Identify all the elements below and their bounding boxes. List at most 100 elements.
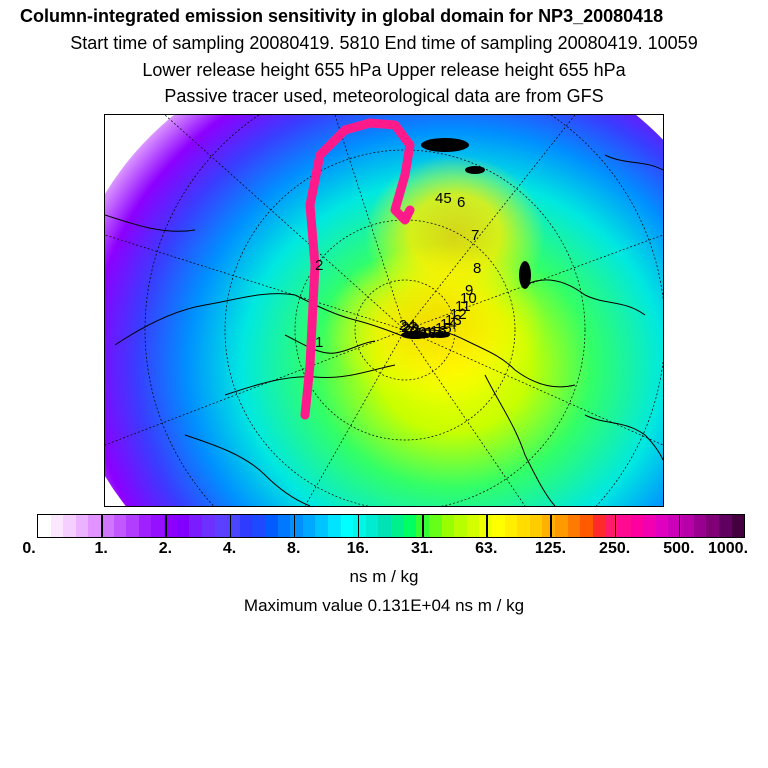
colorbar-segment (176, 515, 190, 537)
colorbar-tick-labels: 0. 1. 2. 4. 8. 16. 31. 63. 125. 250. 500. 1000. (0, 540, 768, 560)
colorbar-segment (706, 515, 719, 537)
colorbar-segment (214, 515, 228, 537)
colorbar-segment (88, 515, 102, 537)
trajectory-point-label: 24 (399, 317, 416, 334)
trajectory-point-label: 1 (315, 334, 323, 351)
trajectory-path (300, 118, 415, 420)
colorbar-segment (731, 515, 744, 537)
trajectory-point-label: 17 (425, 324, 442, 341)
colorbar-segment (151, 515, 165, 537)
colorbar-segment (227, 515, 240, 537)
colorbar-tick-label: 16. (346, 540, 370, 557)
graticule (105, 115, 663, 506)
trajectory-point-label: 15 (435, 320, 452, 337)
trajectory-point-label: 19 (415, 325, 432, 342)
colorbar-segment (668, 515, 682, 537)
colorbar-segment (264, 515, 278, 537)
colorbar-tick-label: 250. (599, 540, 631, 557)
trajectory-point-label: 11 (455, 298, 471, 315)
colorbar-segment (655, 515, 669, 537)
colorbar-segment (529, 515, 543, 537)
maximum-value-note: Maximum value 0.131E+04 ns m / kg (243, 596, 525, 615)
trajectory-point-label: 22 (403, 321, 420, 338)
colorbar-segment (403, 515, 417, 537)
trajectory-point-label: 13 (445, 312, 462, 329)
colorbar-tick-label: 63. (475, 540, 498, 557)
colorbar-tick-label: 0. (22, 540, 36, 557)
colorbar-segment (466, 515, 480, 537)
trajectory-point-label: 9 (465, 282, 473, 299)
colorbar-segment (681, 515, 694, 537)
colorbar-segment (428, 515, 442, 537)
colorbar (37, 514, 745, 538)
colorbar-segment (378, 515, 392, 537)
trajectory-point-label: 8 (473, 260, 481, 277)
colorbar-tick-label: 4. (222, 540, 237, 557)
colorbar-segment (567, 515, 581, 537)
trajectory-point-label: 20 (410, 324, 427, 341)
release-height-line: Lower release height 655 hPa Upper relea… (142, 60, 626, 80)
colorbar-segment (75, 515, 89, 537)
colorbar-tick-label: 1000. (707, 540, 749, 557)
colorbar-tick-label: 2. (158, 540, 173, 557)
trajectory-point-label: 10 (460, 290, 477, 307)
sensitivity-map: 1 2 45 6 7 8 9 10 11 12 13 14 15 16 17 18 19 20 21 22 23 24 (104, 114, 664, 507)
colorbar-segment (504, 515, 518, 537)
colorbar-segment (365, 515, 379, 537)
colorbar-segment (391, 515, 404, 537)
colorbar-segment (252, 515, 265, 537)
colorbar-segment (277, 515, 291, 537)
colorbar-segment (618, 515, 631, 537)
colorbar-segment (693, 515, 707, 537)
colorbar-segment (416, 515, 429, 537)
figure-title: Column-integrated emission sensitivity i… (20, 6, 664, 26)
colorbar-units: ns m / kg (349, 567, 419, 586)
colorbar-tick-label: 1. (94, 540, 108, 557)
colorbar-segment (290, 515, 303, 537)
trajectory-point-label: 14 (440, 316, 457, 333)
colorbar-segment (189, 515, 202, 537)
colorbar-segment (126, 515, 139, 537)
colorbar-segment (38, 515, 51, 537)
colorbar-segment (113, 515, 127, 537)
colorbar-segment (592, 515, 606, 537)
colorbar-segment (328, 515, 341, 537)
colorbar-segment (479, 515, 492, 537)
trajectory-point-label: 23 (401, 319, 418, 336)
trajectory-point-label: 18 (420, 325, 437, 342)
colorbar-segment (554, 515, 568, 537)
trajectory-point-label: 45 (435, 190, 452, 207)
colorbar-tick-label: 8. (287, 540, 301, 557)
trajectory-point-label: 6 (457, 194, 465, 211)
colorbar-segment (517, 515, 530, 537)
colorbar-segment (302, 515, 316, 537)
colorbar-segment (63, 515, 76, 537)
colorbar-segment (239, 515, 253, 537)
colorbar-segment (491, 515, 505, 537)
colorbar-segment (630, 515, 644, 537)
trajectory-point-label: 2 (315, 257, 323, 274)
colorbar-segment (340, 515, 354, 537)
colorbar-segment (353, 515, 366, 537)
colorbar-segment (441, 515, 455, 537)
landmass-detail (401, 138, 531, 339)
colorbar-segment (580, 515, 593, 537)
colorbar-segment (50, 515, 64, 537)
colorbar-segment (542, 515, 555, 537)
colorbar-tick-label: 31. (410, 540, 434, 557)
colorbar-tick-label: 500. (663, 540, 695, 557)
trajectory-point-label: 21 (405, 323, 422, 340)
trajectory-point-label: 16 (430, 323, 447, 340)
sampling-time-line: Start time of sampling 20080419. 5810 En… (70, 33, 698, 53)
colorbar-segment (101, 515, 114, 537)
trajectory-point-label: 12 (450, 306, 467, 323)
colorbar-segment (718, 515, 732, 537)
colorbar-segment (605, 515, 619, 537)
tracer-info-line: Passive tracer used, meteorological data… (164, 86, 604, 106)
coastlines (105, 154, 663, 506)
colorbar-segment (201, 515, 215, 537)
colorbar-segment (315, 515, 329, 537)
colorbar-segment (138, 515, 152, 537)
